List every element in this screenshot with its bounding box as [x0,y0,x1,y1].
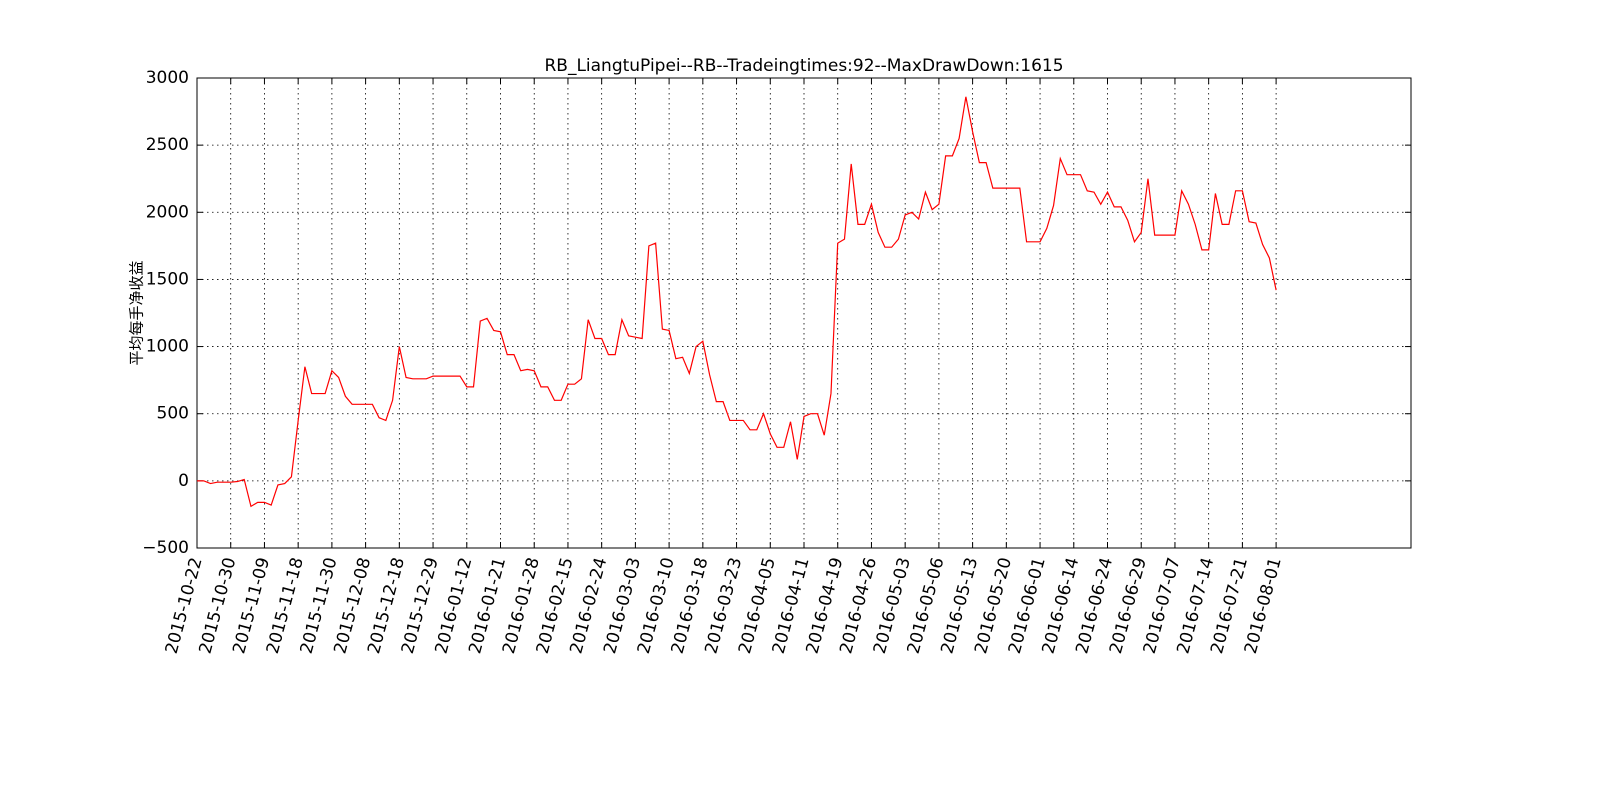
plot-frame [196,77,1412,549]
y-tick-label: 500 [157,404,189,424]
data-line [197,96,1277,508]
chart-title: RB_LiangtuPipei--RB--Tradeingtimes:92--M… [544,56,1063,76]
y-tick-label: 1500 [146,269,189,289]
y-tick-label: 1000 [146,337,189,357]
y-tick-label: 3000 [146,68,189,88]
y-tick-label: 2000 [146,202,189,222]
y-tick-label: 2500 [146,135,189,155]
y-axis-label: 平均每手净收益 [128,260,146,365]
y-tick-label: 0 [178,471,189,491]
y-tick-label: −500 [142,538,189,558]
